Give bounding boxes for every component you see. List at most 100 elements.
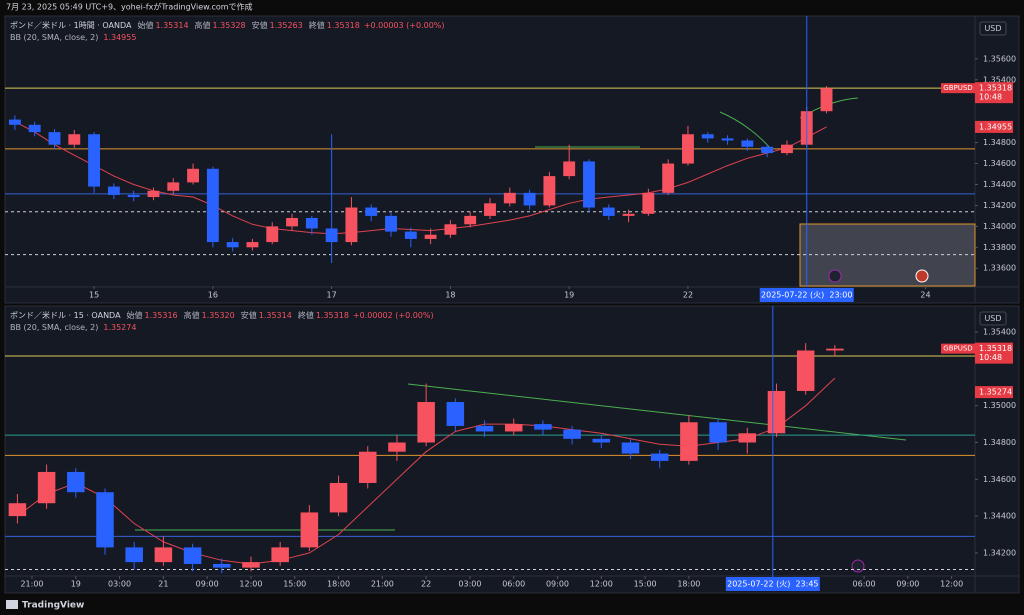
- candle-body: [300, 512, 319, 548]
- candle-body: [738, 433, 757, 443]
- ohlc-label: 終値: [298, 310, 314, 320]
- x-tick-label: 03:00: [108, 580, 131, 589]
- candle-body: [345, 207, 358, 243]
- candle-body: [325, 228, 338, 243]
- event-icon[interactable]: [851, 559, 865, 573]
- candle-body: [28, 124, 41, 133]
- x-tick-label: 22: [683, 291, 693, 300]
- candle-body: [642, 192, 655, 214]
- candle-body: [662, 163, 675, 193]
- candle-body: [781, 144, 793, 154]
- crosshair-label: 2025-07-22 (火) 23:00: [761, 291, 852, 300]
- brand-logo: [6, 600, 18, 609]
- ticker-box: [941, 83, 975, 94]
- bb-value: 1.35274: [979, 388, 1012, 397]
- ohlc-value: 1.35328: [213, 21, 246, 30]
- x-tick-label: 19: [564, 291, 574, 300]
- pane-1: [4, 15, 1020, 304]
- candle-body: [125, 547, 143, 563]
- candle-body: [96, 492, 114, 548]
- x-tick-label: 21:00: [20, 580, 43, 589]
- candle-body: [183, 547, 202, 564]
- candle-body: [621, 442, 640, 454]
- last-price: 1.35318: [979, 84, 1012, 93]
- currency-box: [979, 21, 1007, 36]
- candle-body: [504, 424, 523, 432]
- x-tick-label: 17: [327, 291, 337, 300]
- crosshair-label-bg: [725, 577, 820, 591]
- candle-body: [88, 134, 101, 187]
- candle-body: [358, 451, 377, 483]
- crosshair-label-bg: [759, 288, 854, 302]
- candle-body: [365, 207, 378, 216]
- candle-body: [741, 140, 754, 147]
- bb-value-box: [975, 120, 1013, 133]
- candle-body: [680, 422, 698, 461]
- candle-body: [329, 482, 348, 513]
- currency-box: [979, 311, 1007, 326]
- candle-body: [583, 161, 595, 208]
- ticker-box: [941, 343, 975, 354]
- x-tick-label: 16: [208, 291, 218, 300]
- candle-body: [767, 390, 786, 434]
- y-tick-label: 1.34800: [983, 138, 1016, 147]
- candle-body: [682, 134, 694, 164]
- candle-body: [592, 438, 611, 443]
- change: +0.00003 (+0.00%): [364, 21, 445, 30]
- candle-body: [563, 429, 581, 439]
- x-tick-label: 03:00: [458, 580, 481, 589]
- candle-body: [404, 231, 417, 239]
- x-tick-label: 18: [445, 291, 455, 300]
- indicator-legend: BB (20, SMA, close, 2) 1.35274: [10, 323, 136, 332]
- symbol-legend: ポンド／米ドル · 15 · OANDA 始値 1.35316 高値 1.35320 安値…: [10, 310, 434, 320]
- y-tick-label: 1.35600: [983, 54, 1016, 63]
- bb-basis: [17, 377, 836, 565]
- trend-line: [407, 383, 907, 441]
- candle-body: [67, 471, 85, 493]
- indicator-value: 1.34955: [103, 33, 136, 42]
- y-tick-label: 1.34600: [983, 475, 1016, 484]
- ticker: GBPUSD: [943, 84, 972, 92]
- bb-basis: [14, 121, 827, 235]
- y-tick-label: 1.34400: [983, 512, 1016, 521]
- ohlc-label: 始値: [127, 310, 143, 320]
- candle-body: [475, 425, 494, 432]
- candle-body: [826, 348, 844, 351]
- candle-body: [444, 224, 457, 235]
- x-tick-label: 12:00: [940, 580, 963, 589]
- y-tick-label: 1.34400: [983, 180, 1016, 189]
- x-tick-label: 21: [158, 580, 168, 589]
- candle-body: [709, 422, 727, 443]
- ohlc-label: 安値: [252, 20, 268, 30]
- candle-body: [796, 350, 815, 391]
- x-tick-label: 06:00: [502, 580, 525, 589]
- last-price: 1.35318: [979, 344, 1012, 353]
- crosshair-label: 2025-07-22 (火) 23:45: [727, 580, 818, 589]
- y-tick-label: 1.33800: [983, 243, 1016, 252]
- candle-body: [246, 242, 259, 248]
- event-icon[interactable]: [828, 269, 842, 283]
- indicator-value: 1.35274: [103, 323, 136, 332]
- x-tick-label: 09:00: [196, 580, 219, 589]
- y-tick-label: 1.34200: [983, 201, 1016, 210]
- x-tick-label: 15:00: [283, 580, 306, 589]
- candle-body: [242, 562, 260, 568]
- candle-body: [622, 213, 635, 216]
- ohlc-label: 高値: [184, 310, 200, 320]
- caption: 7月 23, 2025 05:49 UTC+9、yohei-fxがTrading…: [6, 2, 253, 12]
- candle-body: [206, 168, 219, 243]
- ohlc-label: 終値: [309, 20, 325, 30]
- ohlc-value: 1.35316: [145, 311, 178, 320]
- x-tick-label: 15: [89, 291, 99, 300]
- pane-2: [4, 305, 1020, 594]
- candle-body: [650, 453, 669, 461]
- event-icon[interactable]: [915, 269, 929, 283]
- candle-body: [305, 217, 318, 229]
- indicator-legend: BB (20, SMA, close, 2) 1.34955: [10, 33, 136, 42]
- x-tick-label: 18:00: [327, 580, 350, 589]
- candle-body: [154, 547, 173, 563]
- candle-body: [266, 226, 279, 243]
- candle-body: [417, 402, 435, 443]
- countdown: 10:48: [979, 93, 1002, 102]
